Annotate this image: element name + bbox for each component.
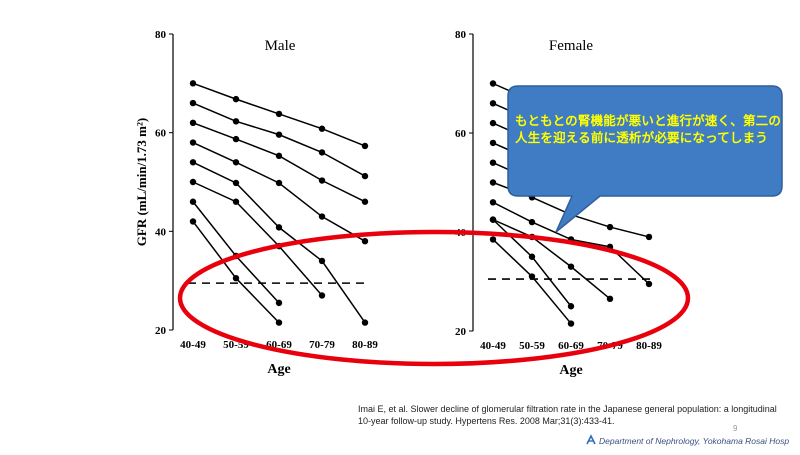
male-series-line-5 [192, 161, 366, 324]
male-data-point [275, 319, 283, 326]
male-data-point [189, 119, 197, 127]
male-x-axis-label: Age [267, 362, 290, 377]
male-y-axis-label: GFR (mL/min/1.73 m²) [134, 118, 149, 246]
male-data-point [232, 118, 240, 125]
female-data-point [489, 216, 497, 223]
female-data-point [489, 159, 497, 166]
female-data-point [528, 218, 536, 226]
female-data-point [528, 273, 536, 280]
male-x-tick-label: 70-79 [309, 339, 335, 351]
female-x-axis-label: Age [559, 363, 582, 378]
female-x-tick-label: 80-89 [636, 340, 662, 352]
female-data-point [489, 199, 497, 206]
male-data-point [189, 139, 197, 146]
male-y-tick-label: 40 [155, 226, 167, 238]
female-chart-title: Female [549, 38, 593, 54]
female-data-point [606, 295, 614, 303]
male-data-point [189, 99, 197, 107]
male-data-point [232, 95, 240, 103]
female-data-point [489, 236, 497, 243]
female-data-point [489, 139, 497, 147]
male-data-point [318, 213, 326, 220]
male-y-tick-label: 80 [155, 29, 167, 41]
male-data-point [275, 152, 283, 160]
male-chart-title: Male [265, 38, 296, 54]
callout-bubble [507, 85, 783, 233]
footer-affiliation: Department of Nephrology, Yokohama Rosai… [585, 434, 789, 446]
female-x-tick-label: 40-49 [480, 340, 506, 352]
callout-text: もともとの腎機能が悪いと進行が速く、第二の人生を迎える前に透析が必要になってしま… [515, 113, 782, 145]
female-data-point [489, 100, 497, 107]
male-data-point [275, 179, 283, 187]
male-data-point [361, 319, 369, 326]
female-data-point [645, 233, 653, 241]
male-data-point [318, 292, 326, 299]
male-data-point [232, 135, 240, 143]
male-data-point [232, 179, 240, 187]
male-data-point [275, 110, 283, 118]
male-data-point [275, 131, 283, 138]
male-data-point [318, 125, 326, 132]
female-x-tick-label: 50-59 [519, 340, 545, 352]
female-y-tick-label: 60 [455, 128, 467, 140]
male-data-point [232, 198, 240, 205]
footer-text: Department of Nephrology, Yokohama Rosai… [599, 436, 790, 446]
female-data-point [567, 263, 575, 270]
female-data-point [489, 179, 497, 186]
male-data-point [361, 198, 369, 205]
male-data-point [318, 177, 326, 184]
male-data-point [275, 224, 283, 231]
female-data-point [567, 320, 575, 327]
male-data-point [361, 172, 369, 180]
page-number: 9 [733, 424, 738, 433]
male-data-point [361, 238, 369, 245]
male-y-tick-label: 20 [155, 325, 167, 337]
female-series-line-10 [492, 238, 572, 325]
citation: Imai E, et al. Slower decline of glomeru… [358, 404, 777, 426]
male-data-point [189, 198, 197, 205]
male-x-tick-label: 80-89 [352, 339, 378, 351]
hospital-logo-icon [586, 434, 596, 445]
female-data-point [528, 253, 536, 260]
male-data-point [275, 299, 283, 307]
female-x-tick-label: 60-69 [558, 340, 584, 352]
female-data-point [645, 280, 653, 288]
male-x-tick-label: 40-49 [180, 339, 206, 351]
male-data-point [318, 257, 326, 265]
male-data-point [189, 178, 197, 186]
female-data-point [489, 119, 497, 127]
female-y-tick-label: 20 [455, 326, 467, 338]
male-data-point [232, 275, 240, 282]
male-y-tick-label: 60 [155, 128, 167, 140]
female-data-point [606, 223, 614, 231]
male-series-line-8 [192, 221, 280, 324]
male-data-point [189, 80, 197, 87]
male-data-point [189, 218, 197, 225]
female-series-line-8 [492, 218, 611, 300]
female-y-tick-label: 80 [455, 29, 467, 41]
female-data-point [567, 303, 575, 310]
male-data-point [189, 159, 197, 166]
male-series-line-6 [192, 181, 323, 296]
female-data-point [489, 80, 497, 87]
male-data-point [232, 159, 240, 166]
male-data-point [318, 149, 326, 156]
male-series-line-7 [192, 201, 280, 304]
male-data-point [361, 142, 369, 150]
highlight-ellipse [177, 229, 691, 367]
